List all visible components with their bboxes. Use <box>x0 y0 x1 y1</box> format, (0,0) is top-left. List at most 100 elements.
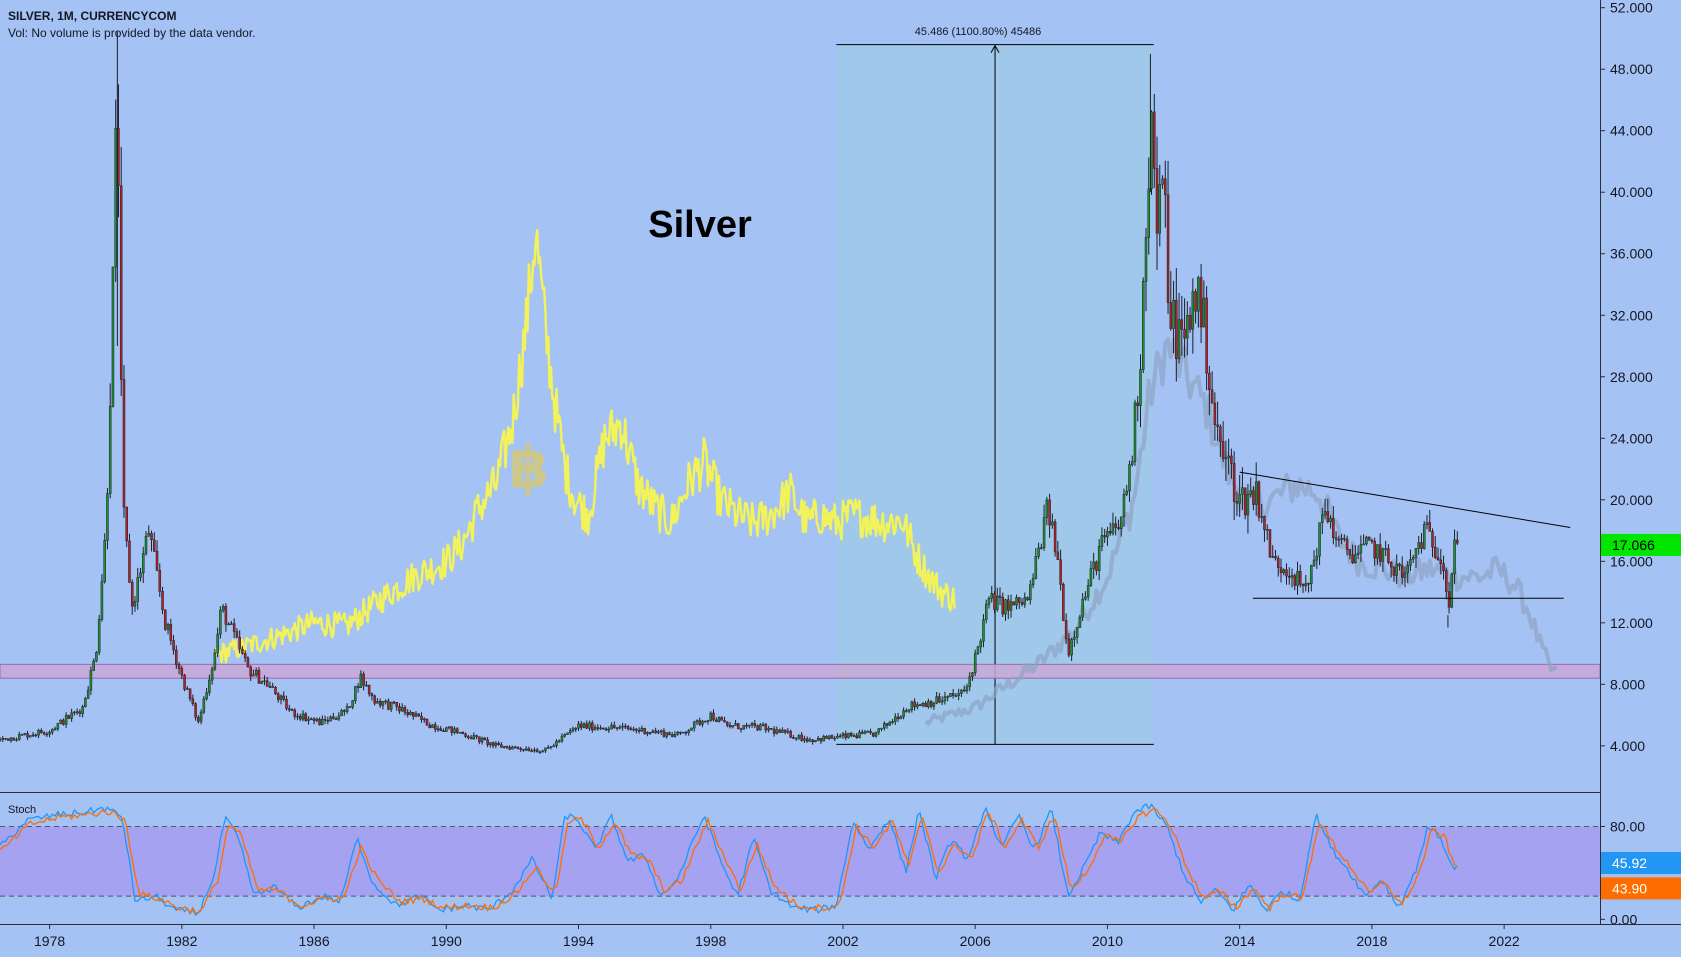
candle-body <box>618 726 622 729</box>
candle-body <box>1213 402 1217 426</box>
candle-body <box>1172 299 1175 329</box>
candle-body <box>345 706 349 712</box>
candle-body <box>31 734 35 737</box>
candle-body <box>541 750 544 753</box>
candle-body <box>1023 597 1027 605</box>
time-tick-label: 2018 <box>1356 933 1387 949</box>
stoch-axis[interactable]: 80.00 0.00 <box>1600 819 1645 928</box>
candle-body <box>1219 426 1222 442</box>
candle-body <box>1310 565 1313 585</box>
candle-body <box>894 716 897 722</box>
candle-body <box>122 379 126 508</box>
candle-body <box>951 693 955 696</box>
candle-body <box>1144 237 1148 282</box>
candle-body <box>712 712 715 721</box>
candle-body <box>197 717 200 722</box>
support-zone <box>0 663 1600 679</box>
candle-body <box>128 540 131 583</box>
candle-body <box>205 692 208 700</box>
candle-body <box>166 624 170 630</box>
candle-body <box>962 689 966 692</box>
candle-body <box>252 674 255 677</box>
candle-body <box>86 689 90 699</box>
candle-body <box>304 713 308 722</box>
price-tick-label: 40.000 <box>1610 184 1653 200</box>
candle-body <box>288 708 291 710</box>
candle-body <box>954 695 958 697</box>
candle-body <box>1202 297 1206 328</box>
candle-body <box>172 640 175 651</box>
candle-body <box>296 715 299 718</box>
candle-body <box>95 652 98 662</box>
candle-body <box>1299 571 1302 585</box>
candle-body <box>230 623 233 625</box>
measure-arrow-head <box>990 44 1000 53</box>
candle-body <box>367 684 371 695</box>
candle-body <box>1012 601 1016 606</box>
candle-body <box>1252 490 1255 505</box>
candle-body <box>866 731 870 733</box>
measure-label: 45.486 (1100.80%) 45486 <box>915 26 1041 38</box>
candle-body <box>406 712 409 715</box>
candle-body <box>971 672 974 677</box>
candle-body <box>720 717 724 721</box>
candle-body <box>855 735 858 739</box>
candle-body <box>1216 424 1219 427</box>
candle-body <box>1188 314 1192 330</box>
candle-body <box>464 733 467 737</box>
candle-body <box>778 729 781 733</box>
candle-body <box>549 746 553 748</box>
candle-body <box>56 723 60 730</box>
candle-body <box>436 728 440 730</box>
candle-body <box>695 720 699 723</box>
candle-body <box>946 696 949 698</box>
candle-body <box>1064 620 1068 640</box>
candle-body <box>1230 455 1233 464</box>
candle-body <box>279 695 283 700</box>
candle-body <box>329 716 332 722</box>
candle-body <box>337 715 341 720</box>
price-axis[interactable]: 4.000 8.000 12.000 16.000 20.000 24.000 28.000… <box>1600 0 1653 754</box>
candle-body <box>1260 516 1263 518</box>
candle-body <box>916 704 919 708</box>
candle-body <box>480 737 484 743</box>
candle-body <box>602 727 605 730</box>
candle-body <box>268 686 272 688</box>
candle-body <box>535 749 539 753</box>
candle-body <box>321 718 324 726</box>
candle-body <box>483 737 487 741</box>
candle-body <box>759 724 762 731</box>
candle-body <box>1 738 5 740</box>
time-axis[interactable]: 1978 1982 1986 1990 1994 1998 2002 2006 2010 2014… <box>34 924 1520 949</box>
candle-body <box>1431 531 1434 548</box>
candle-body <box>632 728 635 731</box>
bitcoin-overlay <box>213 228 956 664</box>
candle-body <box>1114 523 1117 528</box>
candle-body <box>772 728 776 734</box>
candle-body <box>1062 584 1065 621</box>
candle-body <box>607 728 611 731</box>
time-tick-label: 1990 <box>431 933 462 949</box>
candle-body <box>103 540 106 582</box>
candle-body <box>888 721 892 726</box>
candle-body <box>243 653 247 659</box>
candle-body <box>880 727 883 730</box>
candle-body <box>960 689 963 694</box>
candle-body <box>927 701 930 708</box>
candle-body <box>560 735 564 742</box>
candle-body <box>538 751 542 754</box>
candle-body <box>841 733 845 737</box>
candle-body <box>1153 111 1156 169</box>
candle-body <box>1406 564 1409 574</box>
candle-body <box>395 701 398 707</box>
candle-body <box>188 688 192 699</box>
candle-body <box>935 696 938 704</box>
candle-body <box>238 636 241 650</box>
last-price-badge: 17.066 <box>1612 537 1655 553</box>
candle-body <box>885 723 889 726</box>
candle-body <box>155 550 159 571</box>
candle-body <box>1081 598 1084 618</box>
stoch-k-badge: 45.92 <box>1612 855 1647 871</box>
candle-body <box>723 720 726 723</box>
